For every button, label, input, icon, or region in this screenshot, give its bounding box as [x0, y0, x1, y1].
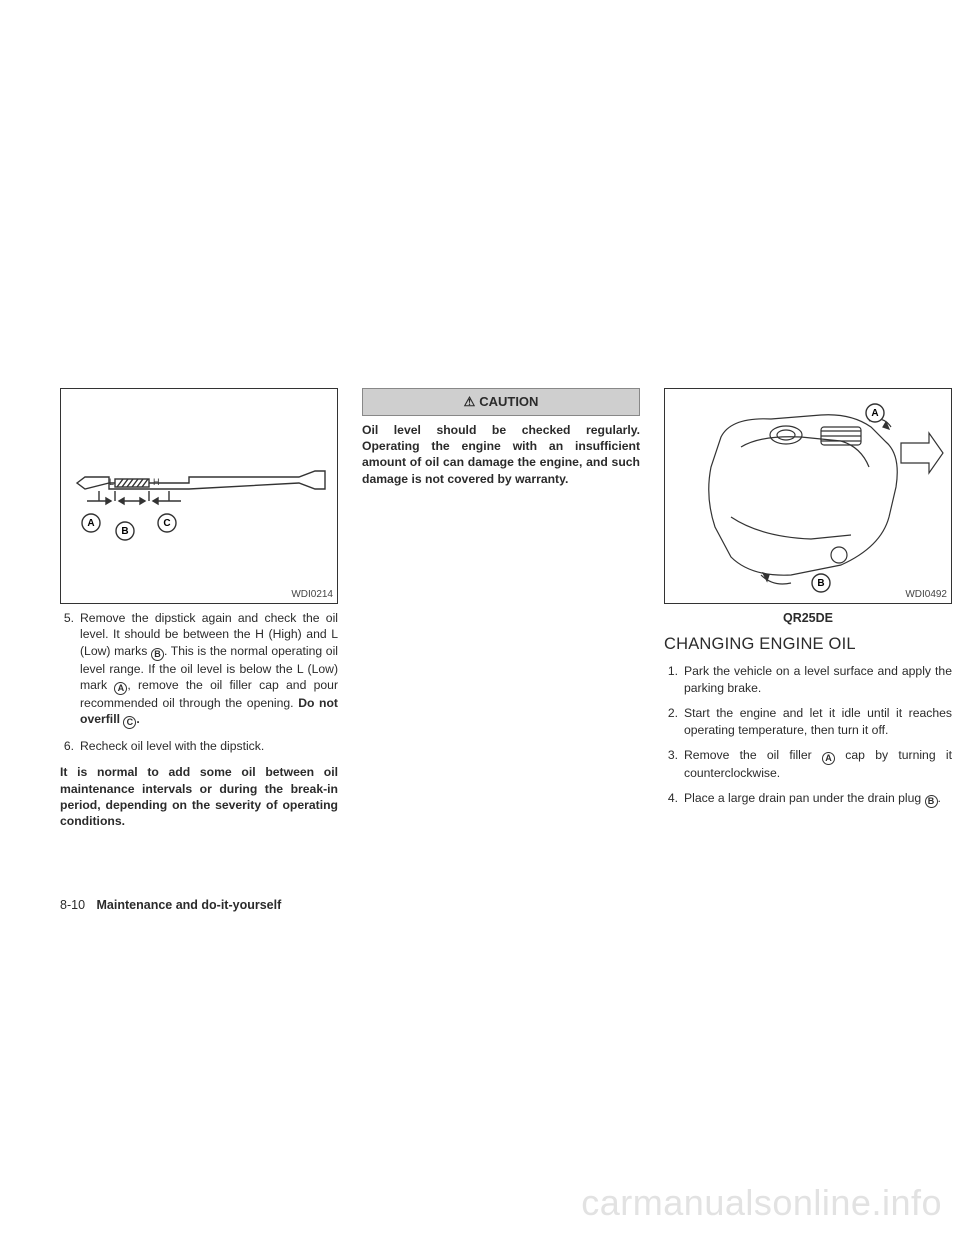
- c3-step3-text: Remove the oil filler A cap by turning i…: [684, 747, 952, 781]
- engine-model-label: QR25DE: [664, 610, 952, 627]
- engine-label-b: B: [817, 578, 824, 589]
- page-number: 8-10: [60, 898, 85, 912]
- caution-label: CAUTION: [479, 394, 538, 409]
- step-number: 1.: [664, 663, 684, 696]
- dipstick-label-b: B: [121, 526, 128, 537]
- mark-a-icon: A: [822, 752, 835, 765]
- warning-icon: ⚠: [464, 394, 476, 409]
- c3-step-2: 2. Start the engine and let it idle unti…: [664, 705, 952, 738]
- engine-label-a: A: [871, 408, 878, 419]
- c3-step4-post: .: [938, 791, 941, 805]
- step-number: 6.: [60, 738, 80, 754]
- page-footer: 8-10 Maintenance and do-it-yourself: [60, 898, 281, 912]
- dipstick-figure-code: WDI0214: [291, 588, 333, 602]
- c3-step4-text: Place a large drain pan under the drain …: [684, 790, 952, 808]
- engine-figure: A B WDI0492: [664, 388, 952, 604]
- columns: L H A B C WDI: [60, 388, 920, 840]
- changing-oil-heading: CHANGING ENGINE OIL: [664, 633, 952, 655]
- mark-a-icon: A: [114, 682, 127, 695]
- mark-b-icon: B: [151, 648, 164, 661]
- column-3: A B WDI0492 QR25DE CHANGING ENGINE OIL 1…: [664, 388, 952, 840]
- c3-step4-pre: Place a large drain pan under the drain …: [684, 791, 925, 805]
- step-number: 2.: [664, 705, 684, 738]
- column-2: ⚠CAUTION Oil level should be checked reg…: [362, 388, 640, 840]
- dipstick-drawing: L H A B C: [69, 443, 329, 563]
- engine-figure-code: WDI0492: [905, 588, 947, 602]
- column-1: L H A B C WDI: [60, 388, 338, 840]
- step-6: 6. Recheck oil level with the dipstick.: [60, 738, 338, 754]
- c3-step-3: 3. Remove the oil filler A cap by turnin…: [664, 747, 952, 781]
- dipstick-label-c: C: [163, 518, 170, 529]
- col1-steps: 5. Remove the dipstick again and check t…: [60, 610, 338, 754]
- oil-note: It is normal to add some oil between oil…: [60, 764, 338, 830]
- mark-b-icon: B: [925, 795, 938, 808]
- c3-step-4: 4. Place a large drain pan under the dra…: [664, 790, 952, 808]
- step-number: 3.: [664, 747, 684, 781]
- svg-text:L: L: [109, 477, 114, 487]
- c3-step-1: 1. Park the vehicle on a level surface a…: [664, 663, 952, 696]
- c3-step1-text: Park the vehicle on a level surface and …: [684, 663, 952, 696]
- step-number: 4.: [664, 790, 684, 808]
- c3-step2-text: Start the engine and let it idle until i…: [684, 705, 952, 738]
- c3-step3-pre: Remove the oil filler: [684, 748, 822, 762]
- section-title: Maintenance and do-it-yourself: [97, 898, 282, 912]
- step-6-text: Recheck oil level with the dipstick.: [80, 738, 338, 754]
- mark-c-icon: C: [123, 716, 136, 729]
- caution-header: ⚠CAUTION: [362, 388, 640, 416]
- col3-steps: 1. Park the vehicle on a level surface a…: [664, 663, 952, 807]
- manual-page: L H A B C WDI: [0, 0, 960, 1242]
- step-5: 5. Remove the dipstick again and check t…: [60, 610, 338, 729]
- caution-body: Oil level should be checked regularly. O…: [362, 422, 640, 488]
- dipstick-figure: L H A B C WDI: [60, 388, 338, 604]
- svg-text:H: H: [153, 477, 160, 487]
- engine-drawing: A B: [671, 397, 947, 595]
- dipstick-label-a: A: [87, 518, 94, 529]
- watermark-text: carmanualsonline.info: [581, 1182, 942, 1224]
- step-number: 5.: [60, 610, 80, 729]
- step-5-text: Remove the dipstick again and check the …: [80, 610, 338, 729]
- step5-tail: .: [136, 712, 139, 726]
